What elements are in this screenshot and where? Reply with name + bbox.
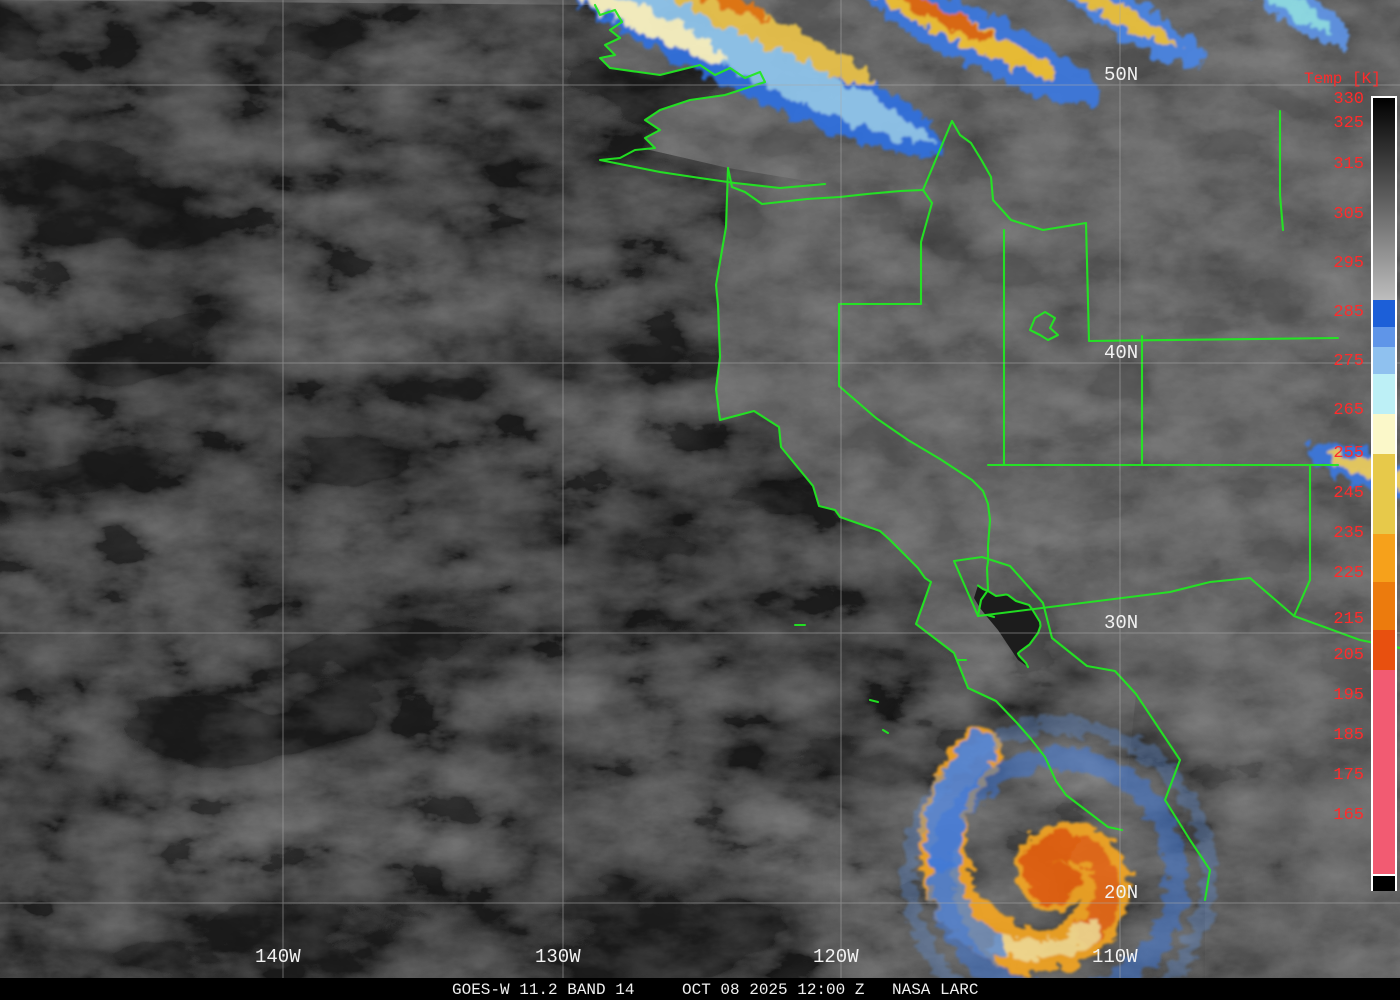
svg-text:OCT 08 2025 12:00 Z: OCT 08 2025 12:00 Z xyxy=(682,981,865,999)
svg-text:NASA LARC: NASA LARC xyxy=(892,981,978,999)
svg-text:GOES-W 11.2 BAND 14: GOES-W 11.2 BAND 14 xyxy=(452,981,634,999)
